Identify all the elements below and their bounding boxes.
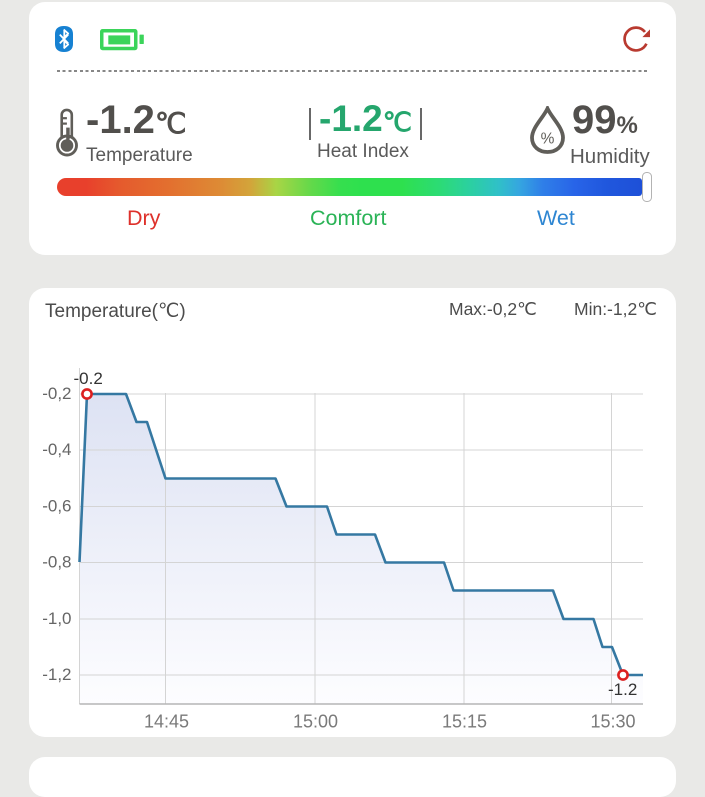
svg-text:14:45: 14:45 (144, 712, 189, 732)
svg-text:-1,2: -1,2 (42, 665, 71, 684)
svg-text:15:30: 15:30 (590, 712, 635, 732)
svg-text:15:15: 15:15 (442, 712, 487, 732)
svg-text:15:00: 15:00 (293, 712, 338, 732)
svg-text:-0,6: -0,6 (42, 497, 71, 516)
svg-text:%: % (541, 131, 555, 148)
svg-text:-1,0: -1,0 (42, 609, 71, 628)
svg-text:-1.2: -1.2 (608, 680, 637, 699)
svg-text:-0,8: -0,8 (42, 553, 71, 572)
svg-text:-0,4: -0,4 (42, 440, 71, 459)
svg-text:-0.2: -0.2 (74, 369, 103, 388)
svg-text:-0,2: -0,2 (42, 384, 71, 403)
